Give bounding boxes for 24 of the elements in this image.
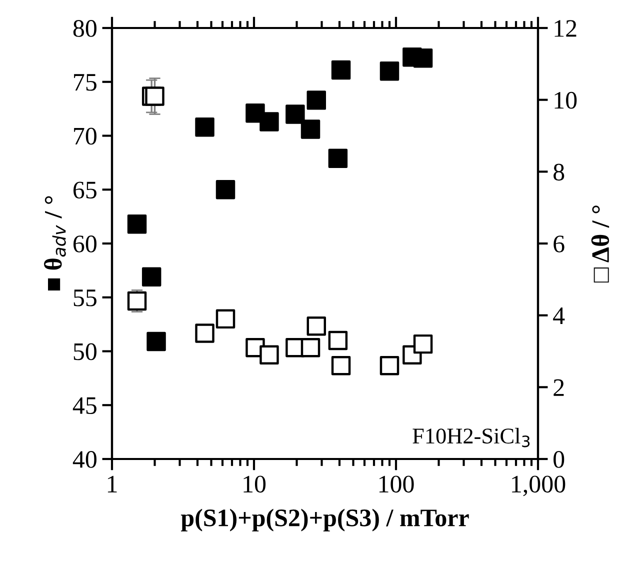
x-tick-label: 1	[108, 476, 117, 492]
y-tick-label: 65	[73, 182, 96, 199]
y-tick-label: 50	[74, 343, 96, 360]
y-tick-label: 75	[74, 74, 96, 91]
y2-tick-label: 12	[554, 20, 576, 37]
annotation: F10H2-SiCl$_{3}$	[412, 428, 530, 448]
y-tick-label: 70	[74, 128, 96, 145]
x-tick-label: 100	[379, 476, 414, 493]
x-tick-label: 10	[244, 476, 266, 493]
x-tick-label: 1,000	[512, 476, 566, 496]
y2-tick-label: 0	[554, 451, 564, 468]
x-axis-title: p(S1)+p(S2)+p(S3) / mTorr	[180, 508, 469, 532]
y2-tick-label: 8	[554, 164, 564, 181]
y2-tick-label: 2	[554, 379, 564, 396]
y-tick-label: 45	[72, 397, 96, 414]
y2-tick-label: 10	[554, 92, 577, 109]
y2-axis-title: □ Δθ / °	[591, 206, 610, 282]
y-tick-label: 40	[72, 451, 96, 468]
y-tick-label: 80	[73, 20, 96, 37]
y-tick-label: 60	[73, 236, 96, 252]
y2-tick-label: 4	[553, 308, 565, 324]
y-tick-label: 55	[74, 290, 96, 306]
y-axis-title: ■ θ$_{adv}$ / °	[44, 196, 66, 290]
y2-tick-label: 6	[554, 236, 564, 252]
